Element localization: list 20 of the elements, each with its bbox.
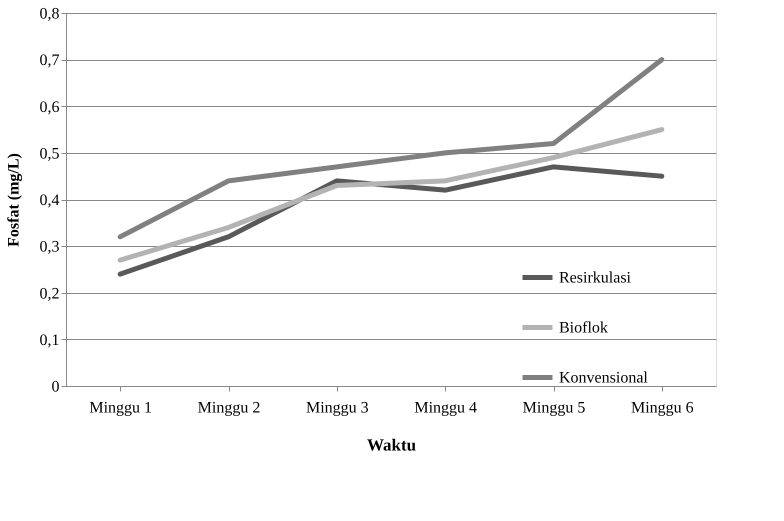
x-tick-label: Minggu 2: [198, 400, 260, 416]
y-tick-label: 0,2: [40, 285, 60, 302]
x-axis-title: Waktu: [366, 436, 416, 454]
legend-label: Resirkulasi: [559, 270, 632, 286]
legend-label: Bioflok: [559, 320, 608, 336]
y-axis-title: Fosfat (mg/L): [6, 153, 22, 247]
y-tick-label: 0,3: [40, 238, 60, 256]
y-tick-label: 0,8: [40, 6, 60, 22]
x-tick-label: Minggu 5: [522, 400, 586, 416]
y-tick-label: 0,4: [40, 192, 60, 209]
legend-label: Konvensional: [559, 370, 648, 386]
x-tick-label: Minggu 6: [630, 400, 694, 416]
y-tick-label: 0,1: [40, 332, 60, 349]
y-tick-label: 0,6: [40, 98, 60, 116]
y-tick-label: 0: [52, 378, 60, 396]
x-tick-label: Minggu 3: [306, 400, 369, 416]
x-tick-label: Minggu 1: [89, 400, 152, 416]
y-tick-label: 0,7: [40, 52, 60, 70]
x-tick-label: Minggu 4: [414, 400, 478, 416]
y-tick-label: 0,5: [40, 145, 60, 162]
